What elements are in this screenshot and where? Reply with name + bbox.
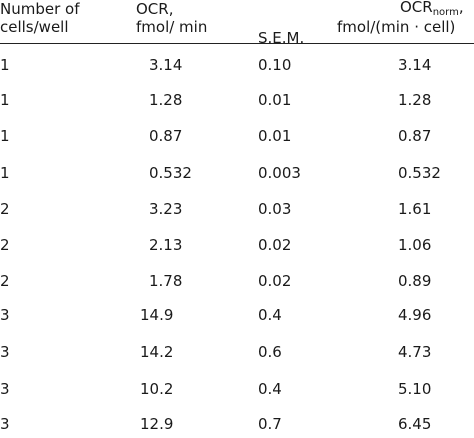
header-cells-line2: cells/well — [0, 18, 69, 36]
header-ocr-line2: fmol/ min — [136, 18, 208, 36]
cell-ocr-norm: 1.28 — [398, 91, 432, 109]
header-rule — [0, 43, 474, 44]
cell-cells: 2 — [0, 236, 10, 254]
cell-cells: 1 — [0, 164, 10, 182]
cell-ocr-norm: 5.10 — [398, 380, 432, 398]
cell-ocr: 14.2 — [140, 343, 174, 361]
cell-ocr: 3.23 — [149, 200, 183, 218]
cell-sem: 0.03 — [258, 200, 292, 218]
header-ocrnorm-sub: norm — [432, 7, 459, 18]
cell-ocr: 10.2 — [140, 380, 174, 398]
cell-ocr-norm: 1.61 — [398, 200, 432, 218]
cell-ocr: 3.14 — [149, 56, 183, 74]
cell-sem: 0.01 — [258, 91, 292, 109]
header-ocr-line1: OCR, — [136, 0, 174, 18]
cell-cells: 1 — [0, 91, 10, 109]
cell-cells: 1 — [0, 127, 10, 145]
header-cells-line1: Number of — [0, 0, 80, 18]
cell-ocr-norm: 1.06 — [398, 236, 432, 254]
cell-cells: 1 — [0, 56, 10, 74]
cell-sem: 0.10 — [258, 56, 292, 74]
cell-ocr: 0.532 — [149, 164, 192, 182]
cell-ocr-norm: 0.89 — [398, 272, 432, 290]
cell-cells: 3 — [0, 343, 10, 361]
cell-ocr: 1.78 — [149, 272, 183, 290]
cell-ocr: 0.87 — [149, 127, 183, 145]
header-sem: S.E.M. — [258, 29, 305, 47]
cell-cells: 2 — [0, 200, 10, 218]
cell-sem: 0.6 — [258, 343, 282, 361]
cell-sem: 0.7 — [258, 415, 282, 433]
cell-cells: 3 — [0, 380, 10, 398]
cell-sem: 0.4 — [258, 380, 282, 398]
cell-ocr-norm: 0.87 — [398, 127, 432, 145]
cell-ocr-norm: 0.532 — [398, 164, 441, 182]
cell-ocr: 2.13 — [149, 236, 183, 254]
cell-ocr-norm: 4.73 — [398, 343, 432, 361]
cell-sem: 0.02 — [258, 272, 292, 290]
cell-cells: 2 — [0, 272, 10, 290]
cell-ocr-norm: 6.45 — [398, 415, 432, 433]
cell-sem: 0.003 — [258, 164, 301, 182]
cell-ocr-norm: 3.14 — [398, 56, 432, 74]
cell-ocr-norm: 4.96 — [398, 306, 432, 324]
cell-sem: 0.01 — [258, 127, 292, 145]
cell-ocr: 12.9 — [140, 415, 174, 433]
header-ocrnorm-comma: , — [458, 0, 464, 16]
cell-ocr: 1.28 — [149, 91, 183, 109]
cell-ocr: 14.9 — [140, 306, 174, 324]
cell-cells: 3 — [0, 415, 10, 433]
header-ocrnorm-line1: OCRnorm, — [400, 0, 464, 18]
cell-cells: 3 — [0, 306, 10, 324]
cell-sem: 0.02 — [258, 236, 292, 254]
header-ocrnorm-line2: fmol/(min · cell) — [337, 18, 456, 36]
cell-sem: 0.4 — [258, 306, 282, 324]
header-ocrnorm-main: OCR — [400, 0, 433, 16]
